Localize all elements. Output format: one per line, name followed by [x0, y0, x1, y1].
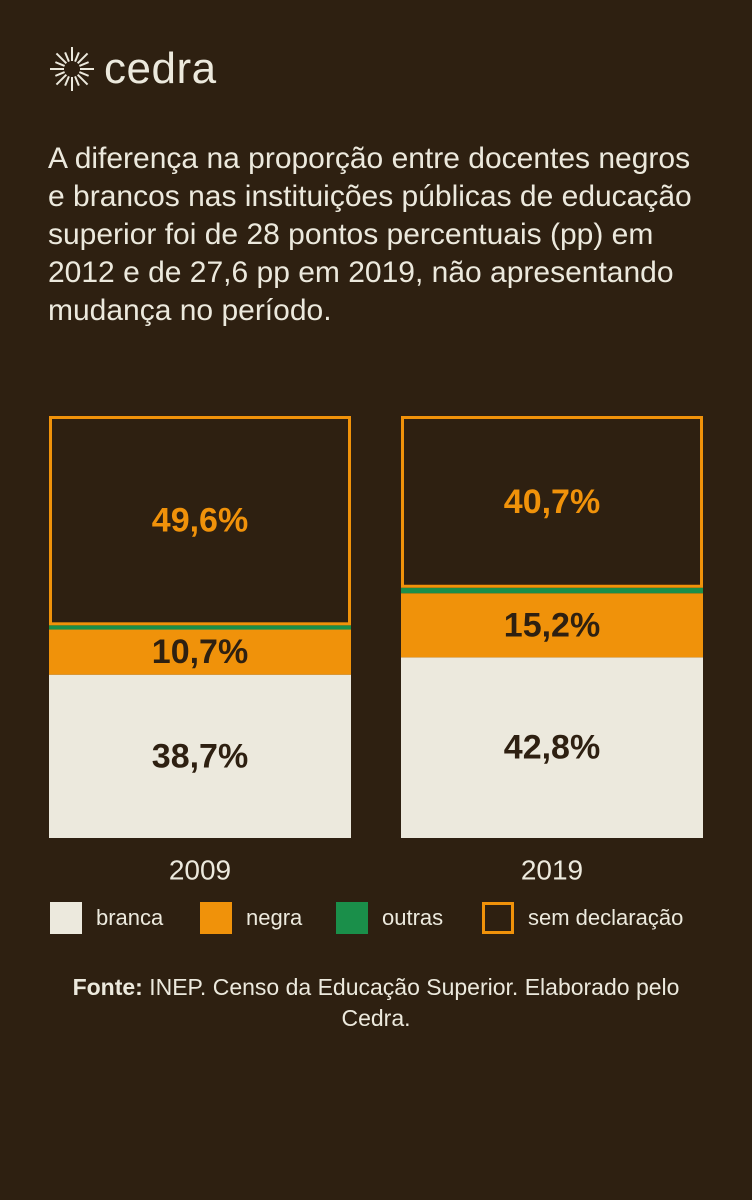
legend-swatch-outras [336, 902, 368, 934]
data-label-branca-2019: 42,8% [504, 729, 600, 767]
headline: A diferença na proporção entre docentes … [48, 142, 692, 327]
data-label-negra-2009: 10,7% [152, 633, 248, 671]
x-tick-label-2019: 2019 [521, 855, 583, 881]
bar-segment-negra-2009 [49, 629, 351, 675]
source-text: INEP. Censo da Educação Superior. Elabor… [142, 974, 680, 1031]
legend-item-negra: negra [200, 900, 302, 936]
brand-name: cedra [104, 44, 217, 93]
data-label-sem-declaracao-2019: 40,7% [504, 483, 600, 521]
sun-ray [74, 76, 80, 87]
sun-ray [55, 73, 68, 86]
bar-segment-outras-2009 [49, 625, 351, 630]
stacked-bar-chart: 38,7% 10,7% 49,6% 2009 42,8% 15,2% 40,7% 2019 [49, 416, 703, 881]
legend-item-outras: outras [336, 900, 443, 936]
sun-ray [54, 61, 65, 67]
legend-label-sem-declaracao: sem declaração [528, 905, 684, 930]
data-label-sem-declaracao-2009: 49,6% [152, 502, 248, 540]
bar-segment-branca-2009 [49, 674, 351, 838]
sun-burst-icon [50, 47, 94, 91]
source-note: Fonte: INEP. Censo da Educação Superior.… [40, 972, 712, 1034]
sun-ray [79, 61, 90, 67]
legend-swatch-sem-declaracao [482, 902, 514, 934]
sun-ray [54, 71, 65, 77]
data-label-branca-2009: 38,7% [152, 737, 248, 775]
legend: branca negra outras sem declaração [50, 900, 730, 936]
sun-ray [74, 51, 80, 62]
sun-ray [76, 52, 89, 65]
bar-segment-branca-2019 [401, 657, 703, 838]
data-label-negra-2019: 15,2% [504, 606, 600, 644]
bar-segment-sem-declaracao-2009 [49, 416, 351, 626]
legend-label-branca: branca [96, 905, 164, 930]
legend-label-outras: outras [382, 905, 444, 930]
bar-segment-sem-declaracao-2019 [401, 416, 703, 588]
bar-segment-outras-2019 [401, 587, 703, 594]
source-prefix: Fonte: [72, 974, 143, 1000]
brand-logo: cedra [48, 44, 217, 94]
legend-item-sem-declaracao: sem declaração [482, 900, 683, 936]
sun-ray [79, 71, 90, 77]
sun-ray [76, 73, 89, 86]
sun-ray [55, 52, 68, 65]
sun-ray [64, 76, 70, 87]
legend-label-negra: negra [246, 905, 303, 930]
legend-swatch-branca [50, 902, 82, 934]
sun-ray [64, 51, 70, 62]
x-tick-label-2009: 2009 [169, 855, 231, 881]
bar-segment-negra-2019 [401, 593, 703, 658]
legend-swatch-negra [200, 902, 232, 934]
legend-item-branca: branca [50, 900, 163, 936]
